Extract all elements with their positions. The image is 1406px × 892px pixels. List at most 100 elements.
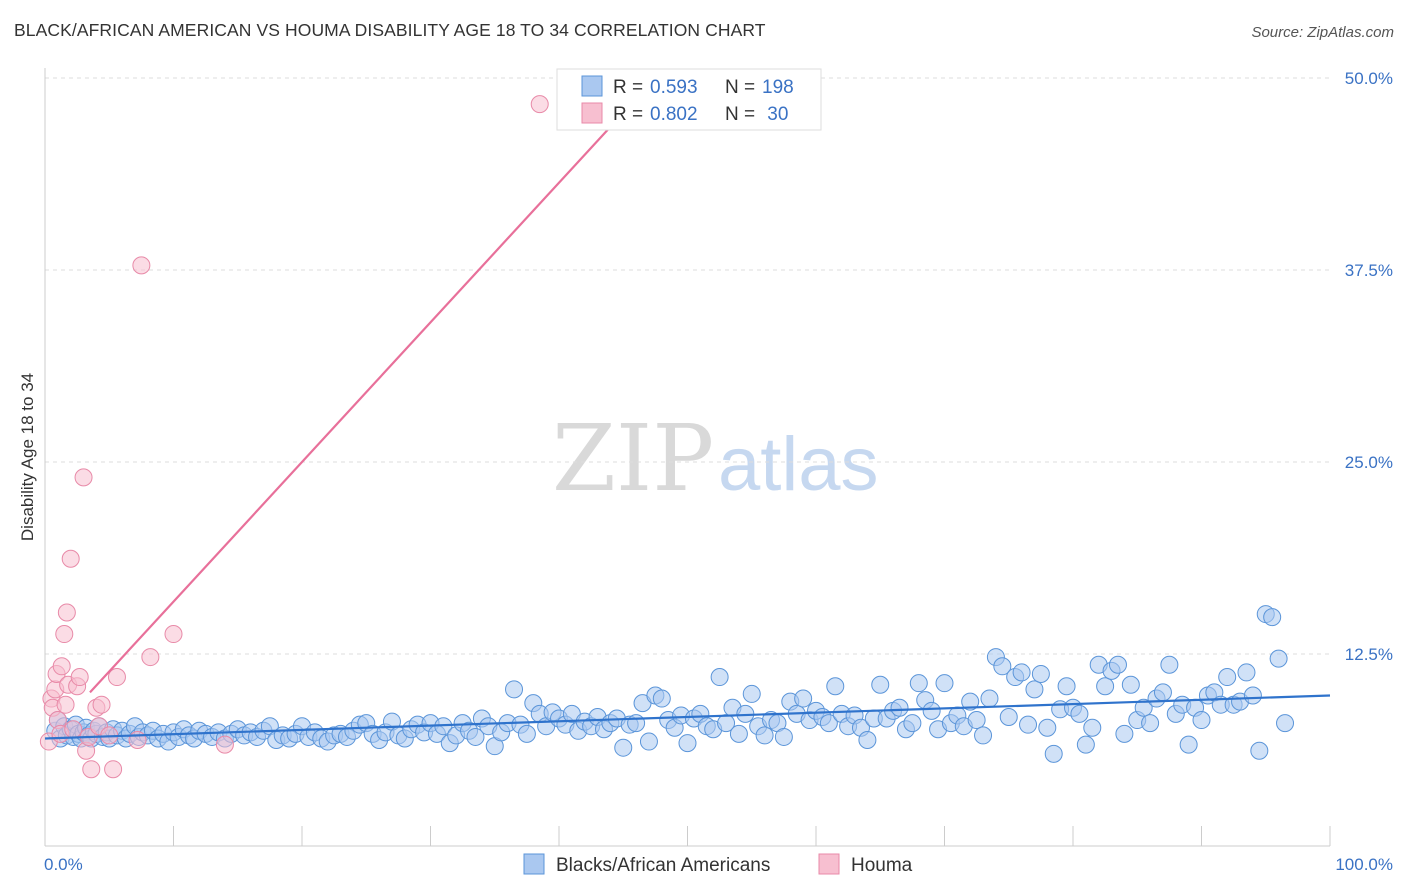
data-point-blacks bbox=[1134, 698, 1153, 717]
data-point-houma bbox=[92, 695, 111, 714]
data-point-blacks bbox=[1083, 718, 1102, 737]
data-point-blacks bbox=[1153, 683, 1172, 702]
data-point-blacks bbox=[871, 675, 890, 694]
data-point-blacks bbox=[1192, 711, 1211, 730]
legend-r-value-2: 0.802 bbox=[650, 104, 698, 125]
bottom-legend-label-houma: Houma bbox=[851, 855, 913, 876]
x-tick-label-max: 100.0% bbox=[1335, 855, 1393, 874]
data-point-blacks bbox=[922, 701, 941, 720]
legend-r-value-1: 0.593 bbox=[650, 77, 698, 98]
data-point-blacks bbox=[999, 707, 1018, 726]
data-point-blacks bbox=[1179, 735, 1198, 754]
data-point-houma bbox=[70, 668, 89, 687]
data-point-blacks bbox=[466, 727, 485, 746]
series-blacks-points bbox=[46, 605, 1295, 763]
data-point-blacks bbox=[858, 731, 877, 750]
data-point-blacks bbox=[1108, 655, 1127, 674]
data-point-houma bbox=[107, 668, 126, 687]
legend-r-label-1: R = bbox=[613, 77, 643, 98]
data-point-houma bbox=[57, 603, 76, 622]
data-point-blacks bbox=[903, 714, 922, 733]
data-point-houma bbox=[82, 760, 101, 779]
data-point-blacks bbox=[1070, 704, 1089, 723]
data-point-blacks bbox=[1121, 675, 1140, 694]
bottom-legend-swatch-houma bbox=[818, 853, 840, 875]
data-point-blacks bbox=[909, 674, 928, 693]
data-point-blacks bbox=[614, 738, 633, 757]
data-point-blacks bbox=[755, 726, 774, 745]
data-point-blacks bbox=[826, 677, 845, 696]
data-point-houma bbox=[215, 735, 234, 754]
data-point-blacks bbox=[710, 668, 729, 687]
data-point-houma bbox=[132, 256, 151, 275]
y-tick-label: 12.5% bbox=[1345, 645, 1393, 664]
y-tick-label: 25.0% bbox=[1345, 453, 1393, 472]
data-point-blacks bbox=[1025, 680, 1044, 699]
data-point-blacks bbox=[1038, 718, 1057, 737]
x-tick-marks bbox=[44, 826, 1331, 846]
data-point-blacks bbox=[627, 714, 646, 733]
data-point-blacks bbox=[505, 680, 524, 699]
data-point-houma bbox=[104, 760, 123, 779]
data-point-houma bbox=[56, 695, 75, 714]
trend-line-houma bbox=[89, 77, 657, 694]
data-point-blacks bbox=[1141, 714, 1160, 733]
data-point-blacks bbox=[1263, 608, 1282, 627]
trend-line-blacks bbox=[44, 694, 1331, 740]
data-point-houma bbox=[52, 657, 71, 676]
data-point-blacks bbox=[774, 727, 793, 746]
legend-n-label-2: N = bbox=[725, 104, 755, 125]
data-point-houma bbox=[61, 549, 80, 568]
y-axis-label: Disability Age 18 to 34 bbox=[18, 373, 37, 541]
legend-swatch-pink bbox=[581, 102, 603, 124]
data-point-houma bbox=[530, 95, 549, 114]
source-label: Source: ZipAtlas.com bbox=[1251, 24, 1394, 41]
data-point-houma bbox=[55, 625, 74, 644]
data-point-blacks bbox=[742, 684, 761, 703]
bottom-legend-label-blacks: Blacks/African Americans bbox=[556, 855, 770, 876]
data-point-blacks bbox=[1044, 744, 1063, 763]
series-houma-points bbox=[39, 95, 549, 779]
data-point-blacks bbox=[993, 657, 1012, 676]
y-tick-label: 37.5% bbox=[1345, 261, 1393, 280]
data-point-blacks bbox=[639, 732, 658, 751]
data-point-blacks bbox=[678, 734, 697, 753]
data-point-blacks bbox=[1115, 724, 1134, 743]
data-point-blacks bbox=[1031, 664, 1050, 683]
data-point-blacks bbox=[652, 689, 671, 708]
y-tick-label: 50.0% bbox=[1345, 69, 1393, 88]
legend-n-value-1: 198 bbox=[762, 77, 794, 98]
data-point-houma bbox=[141, 648, 160, 667]
data-point-blacks bbox=[1096, 677, 1115, 696]
y-tick-labels: 12.5% 25.0% 37.5% 50.0% bbox=[1345, 69, 1393, 664]
bottom-legend-swatch-blacks bbox=[523, 853, 545, 875]
data-point-blacks bbox=[1218, 668, 1237, 687]
x-tick-label-min: 0.0% bbox=[44, 855, 83, 874]
data-point-blacks bbox=[935, 674, 954, 693]
data-point-blacks bbox=[517, 724, 536, 743]
data-point-houma bbox=[64, 720, 83, 739]
watermark-zip: ZIP bbox=[552, 405, 714, 512]
data-point-blacks bbox=[819, 714, 838, 733]
data-point-blacks bbox=[890, 698, 909, 717]
data-point-blacks bbox=[967, 711, 986, 730]
data-point-blacks bbox=[974, 726, 993, 745]
data-point-blacks bbox=[961, 692, 980, 711]
data-point-houma bbox=[128, 731, 147, 750]
data-point-blacks bbox=[1019, 715, 1038, 734]
gridlines bbox=[45, 77, 1330, 655]
data-point-blacks bbox=[794, 689, 813, 708]
data-point-houma bbox=[74, 468, 93, 487]
data-point-houma bbox=[164, 625, 183, 644]
data-point-blacks bbox=[1057, 677, 1076, 696]
stats-legend: R = 0.593 N = 198 R = 0.802 N = 30 bbox=[556, 68, 822, 131]
chart-title: BLACK/AFRICAN AMERICAN VS HOUMA DISABILI… bbox=[14, 20, 766, 40]
data-point-blacks bbox=[1250, 741, 1269, 760]
legend-r-label-2: R = bbox=[613, 104, 643, 125]
data-point-blacks bbox=[1076, 735, 1095, 754]
data-point-blacks bbox=[729, 724, 748, 743]
data-point-blacks bbox=[980, 689, 999, 708]
data-point-blacks bbox=[1160, 655, 1179, 674]
watermark-atlas: atlas bbox=[718, 422, 879, 507]
